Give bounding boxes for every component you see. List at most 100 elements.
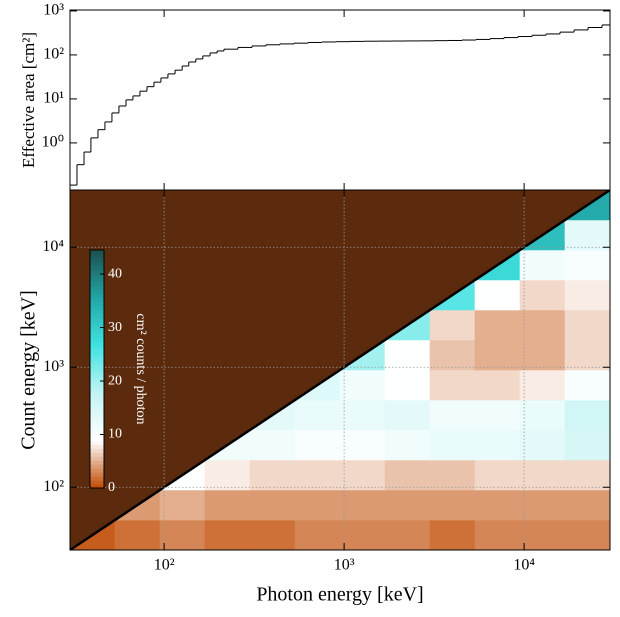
colorbar-swatch [90,313,104,318]
cell [429,489,476,521]
colorbar-swatch [90,369,104,374]
cell [474,369,521,401]
cell [339,459,386,491]
colorbar-swatch [90,472,104,477]
cell [474,489,521,521]
y-tick-label: 10² [43,478,64,495]
diagonal [70,190,610,550]
cell [429,309,476,341]
colorbar-swatch [90,404,104,410]
cell [474,279,521,311]
colorbar-swatch [90,440,104,445]
colorbar-swatch [90,345,104,350]
heatmap [70,190,610,550]
cell [429,519,476,550]
colorbar-swatch [90,317,104,322]
cell [474,459,521,491]
cell [519,489,566,521]
colorbar-swatch [90,416,104,422]
cell [429,459,476,491]
colorbar-swatch [90,361,104,366]
colorbar-tick-label: 20 [108,373,122,388]
cell [249,459,296,491]
cell [474,519,521,550]
cell [519,399,566,431]
x-tick-label: 10⁴ [513,557,535,574]
colorbar-tick-label: 0 [108,480,115,495]
bottom-y-label: Count energy [keV] [18,290,40,450]
colorbar-swatch [90,289,104,295]
colorbar-swatch [90,305,104,310]
cell [159,519,206,550]
colorbar-swatch [90,384,104,390]
cell [294,399,341,431]
y-tick-label: 10² [43,46,64,63]
colorbar-swatch [90,424,104,429]
frame [69,189,611,551]
colorbar-swatch [90,436,104,441]
colorbar-swatch [90,380,104,386]
cell [564,249,610,281]
y-tick-label: 10³ [43,2,64,19]
colorbar-tick-label: 30 [108,320,122,335]
cell [294,459,341,491]
cell [564,429,610,461]
colorbar-swatch [90,337,104,342]
cell [294,519,341,550]
colorbar-swatch [90,420,104,426]
colorbar-swatch [90,448,104,453]
colorbar-swatch [90,408,104,414]
cell [564,369,610,401]
cell [204,519,251,550]
colorbar-swatch [90,253,104,259]
colorbar-tick-label: 40 [108,266,122,281]
y-tick-label: 10³ [43,358,64,375]
colorbar-swatch [90,460,104,465]
colorbar-swatch [90,349,104,354]
cell [564,489,610,521]
colorbar-swatch [90,321,104,326]
colorbar-swatch [90,396,104,402]
cell [384,459,431,491]
colorbar-frame [89,249,105,489]
cell [339,429,386,461]
colorbar-swatch [90,269,104,275]
cell [564,459,610,491]
colorbar-swatch [90,365,104,370]
colorbar-swatch [90,277,104,283]
colorbar-swatch [90,333,104,338]
cell [519,309,566,341]
colorbar-swatch [90,329,104,334]
cell [339,519,386,550]
colorbar-swatch [90,452,104,457]
cell [204,459,251,491]
cell [519,369,566,401]
cell [564,219,610,251]
cell [519,519,566,550]
colorbar-swatch [90,309,104,314]
colorbar-swatch [90,432,104,437]
colorbar-swatch [90,484,104,489]
cell [339,489,386,521]
colorbar-swatch [90,325,104,330]
cell [564,279,610,311]
colorbar-swatch [90,301,104,307]
colorbar-swatch [90,293,104,299]
colorbar-swatch [90,392,104,398]
cell [519,459,566,491]
colorbar-swatch [90,468,104,473]
cell [249,489,296,521]
cell [519,339,566,371]
cell [564,339,610,371]
cell [384,519,431,550]
colorbar-swatch [90,250,104,255]
colorbar-swatch [90,281,104,287]
cell [249,519,296,550]
cell [519,249,566,281]
cell [474,309,521,341]
cell [564,519,610,550]
colorbar-label: cm² counts / photon [133,313,148,424]
cell [249,429,296,461]
cell [564,309,610,341]
